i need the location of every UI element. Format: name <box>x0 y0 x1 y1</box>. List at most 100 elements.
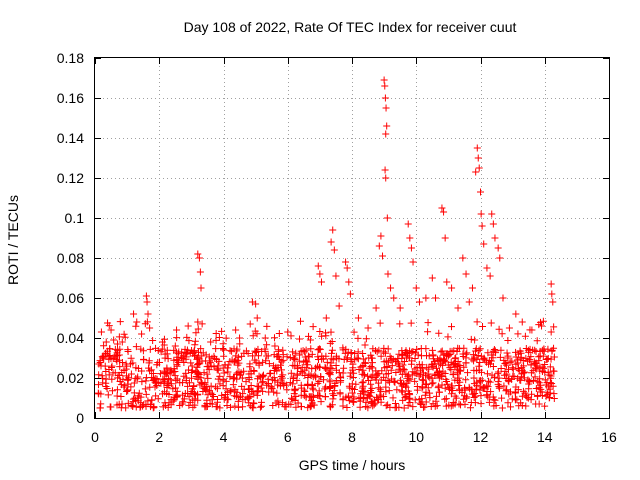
data-point <box>163 350 171 358</box>
data-point <box>205 387 213 395</box>
data-point <box>449 371 457 379</box>
data-point <box>539 352 547 360</box>
data-point <box>378 367 386 375</box>
data-point <box>176 401 184 409</box>
data-point <box>487 319 495 327</box>
data-point <box>240 367 248 375</box>
data-point <box>340 364 348 372</box>
data-point <box>518 392 526 400</box>
data-point <box>314 379 322 387</box>
data-point <box>102 368 110 376</box>
data-point <box>287 394 295 402</box>
data-point <box>263 341 271 349</box>
data-point <box>346 372 354 380</box>
x-tick-label: 16 <box>601 429 617 445</box>
data-point <box>326 339 334 347</box>
data-point <box>242 378 250 386</box>
data-point <box>180 395 188 403</box>
data-point <box>96 404 104 412</box>
data-point <box>183 333 191 341</box>
data-point <box>120 330 128 338</box>
data-point <box>352 380 360 388</box>
data-point <box>141 385 149 393</box>
data-point <box>196 381 204 389</box>
data-point <box>527 361 535 369</box>
data-point <box>124 376 132 384</box>
data-point <box>231 402 239 410</box>
data-point <box>489 363 497 371</box>
data-point <box>546 389 554 397</box>
data-point <box>234 361 242 369</box>
data-point <box>118 400 126 408</box>
data-point <box>152 344 160 352</box>
data-point <box>227 387 235 395</box>
data-point <box>494 368 502 376</box>
data-point <box>131 394 139 402</box>
data-point <box>501 367 509 375</box>
data-point <box>424 370 432 378</box>
data-point <box>415 372 423 380</box>
data-point <box>212 383 220 391</box>
data-point <box>486 378 494 386</box>
data-point <box>550 367 558 375</box>
data-point <box>448 284 456 292</box>
data-point <box>424 319 432 327</box>
data-point <box>165 375 173 383</box>
data-point <box>299 369 307 377</box>
data-point <box>532 400 540 408</box>
data-point <box>367 354 375 362</box>
data-point <box>381 94 389 102</box>
data-point <box>226 388 234 396</box>
data-point <box>233 345 241 353</box>
data-point <box>336 390 344 398</box>
data-point <box>247 367 255 375</box>
data-point <box>236 334 244 342</box>
data-point <box>329 226 337 234</box>
data-point <box>118 358 126 366</box>
data-point <box>187 359 195 367</box>
data-point <box>249 332 257 340</box>
data-point <box>307 402 315 410</box>
data-point <box>528 390 536 398</box>
data-point <box>448 323 456 331</box>
data-point <box>459 254 467 262</box>
data-point <box>229 381 237 389</box>
data-point <box>467 335 475 343</box>
data-point <box>222 385 230 393</box>
data-point <box>497 365 505 373</box>
data-point <box>267 384 275 392</box>
data-point <box>214 375 222 383</box>
y-tick-label: 0.08 <box>57 250 84 266</box>
data-point <box>422 352 430 360</box>
data-point <box>172 384 180 392</box>
data-point <box>189 403 197 411</box>
data-point <box>251 347 259 355</box>
data-point <box>185 401 193 409</box>
data-point <box>328 338 336 346</box>
data-point <box>289 348 297 356</box>
x-axis-label: GPS time / hours <box>299 457 406 473</box>
data-point <box>507 403 515 411</box>
data-point <box>525 348 533 356</box>
data-point <box>305 353 313 361</box>
data-point <box>459 350 467 358</box>
data-point <box>202 357 210 365</box>
data-point <box>525 356 533 364</box>
data-point <box>503 349 511 357</box>
data-point <box>516 376 524 384</box>
data-point <box>113 392 121 400</box>
data-point <box>512 360 520 368</box>
data-point <box>394 355 402 363</box>
data-point <box>97 328 105 336</box>
data-point <box>184 322 192 330</box>
data-point <box>299 347 307 355</box>
data-point <box>384 270 392 278</box>
data-point <box>315 355 323 363</box>
data-point <box>235 394 243 402</box>
data-point <box>436 355 444 363</box>
data-point <box>517 349 525 357</box>
data-point <box>382 402 390 410</box>
data-point <box>317 398 325 406</box>
data-point <box>213 355 221 363</box>
data-point <box>228 347 236 355</box>
